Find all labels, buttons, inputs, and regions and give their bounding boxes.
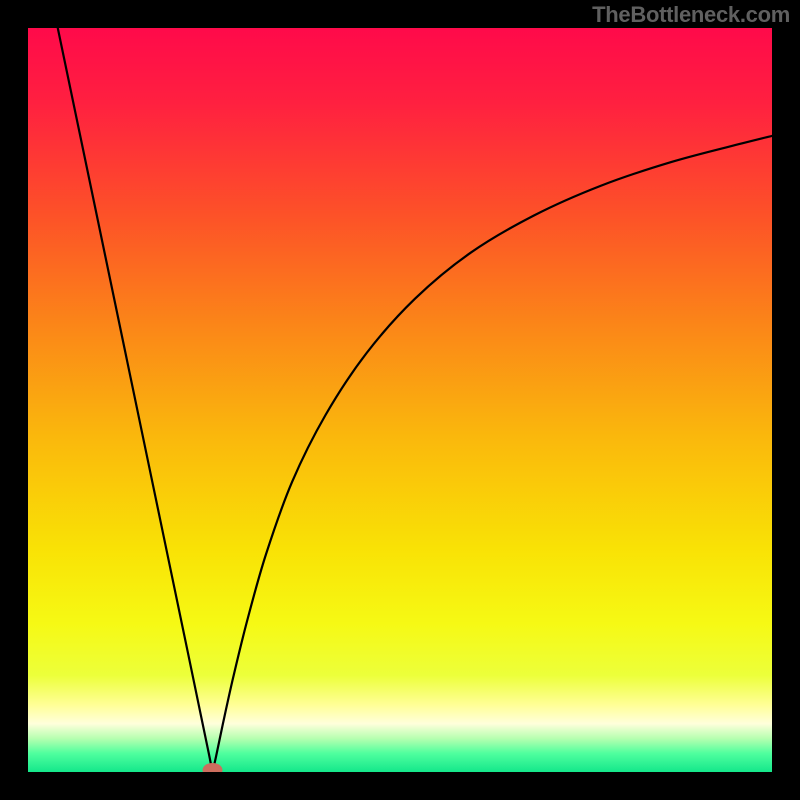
gradient-background <box>28 28 772 772</box>
plot-area <box>28 28 772 772</box>
chart-svg <box>28 28 772 772</box>
watermark-text: TheBottleneck.com <box>592 2 790 28</box>
chart-container: TheBottleneck.com <box>0 0 800 800</box>
